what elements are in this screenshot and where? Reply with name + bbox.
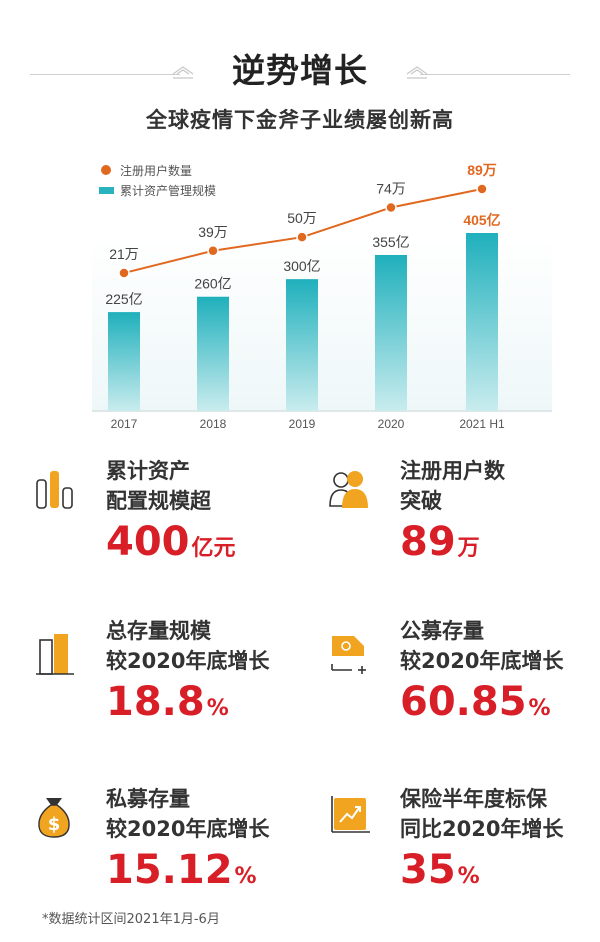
footnote: *数据统计区间2021年1月-6月 bbox=[42, 912, 220, 927]
stat-value: 89万 bbox=[400, 520, 480, 571]
legend-line-label: 注册用户数量 bbox=[120, 163, 192, 178]
stat-unit: % bbox=[457, 864, 480, 889]
stat-value: 35% bbox=[400, 848, 480, 899]
building-icon bbox=[34, 632, 80, 682]
stat-label: 保险半年度标保 bbox=[400, 787, 547, 811]
line-point bbox=[207, 245, 219, 257]
bar bbox=[466, 233, 498, 411]
line-point bbox=[476, 183, 488, 195]
stat-label: 突破 bbox=[400, 489, 442, 513]
bar bbox=[286, 279, 318, 411]
legend-bar-marker bbox=[99, 187, 114, 194]
stat-value: 60.85% bbox=[400, 680, 551, 731]
x-tick-label: 2019 bbox=[289, 417, 316, 431]
money-bag-icon: $ bbox=[34, 794, 80, 844]
stat-unit: % bbox=[528, 696, 551, 721]
fund-icon bbox=[328, 630, 374, 680]
stat-unit: % bbox=[206, 696, 229, 721]
bar-data-label: 355亿 bbox=[372, 234, 409, 250]
stat-number: 35 bbox=[400, 847, 456, 893]
bar bbox=[108, 312, 140, 411]
stat-label: 私募存量 bbox=[106, 787, 190, 811]
legend-line-marker bbox=[101, 165, 111, 175]
x-tick-label: 2021 H1 bbox=[459, 417, 505, 431]
bar-chart-icon bbox=[34, 466, 80, 516]
line-data-label: 89万 bbox=[467, 162, 497, 178]
title-divider-right bbox=[420, 74, 570, 75]
stat-label: 累计资产 bbox=[106, 459, 190, 483]
page-subtitle: 全球疫情下金斧子业绩屡创新高 bbox=[146, 108, 454, 132]
stat-unit: 万 bbox=[457, 536, 480, 561]
stat-label: 总存量规模 bbox=[106, 619, 211, 643]
stat-label: 较2020年底增长 bbox=[106, 817, 270, 841]
title-ornament-right-icon bbox=[406, 66, 428, 79]
title-divider-left bbox=[30, 74, 180, 75]
stat-number: 15.12 bbox=[106, 847, 233, 893]
users-icon bbox=[328, 466, 374, 516]
stat-value: 18.8% bbox=[106, 680, 229, 731]
stat-number: 89 bbox=[400, 519, 456, 565]
stat-label: 公募存量 bbox=[400, 619, 484, 643]
bar-data-label: 300亿 bbox=[283, 258, 320, 274]
stat-value: 400亿元 bbox=[106, 520, 236, 571]
legend-bar-label: 累计资产管理规模 bbox=[120, 183, 216, 198]
stat-number: 400 bbox=[106, 519, 190, 565]
stat-value: 15.12% bbox=[106, 848, 257, 899]
trend-icon bbox=[328, 792, 374, 842]
line-point bbox=[385, 201, 397, 214]
x-tick-label: 2017 bbox=[111, 417, 138, 431]
bar-data-label: 225亿 bbox=[105, 291, 142, 307]
stat-unit: 亿元 bbox=[191, 536, 236, 561]
bar-data-label: 260亿 bbox=[194, 276, 231, 292]
bar bbox=[375, 254, 407, 411]
line-data-label: 74万 bbox=[376, 181, 406, 197]
x-tick-label: 2020 bbox=[378, 417, 405, 431]
x-tick-label: 2018 bbox=[200, 417, 227, 431]
combo-chart: 注册用户数量 累计资产管理规模 225亿 2017 260亿 2018 300亿 2019… bbox=[92, 162, 552, 431]
stat-label: 同比2020年增长 bbox=[400, 817, 564, 841]
bar-data-label: 405亿 bbox=[463, 212, 500, 228]
line-data-label: 39万 bbox=[198, 224, 228, 240]
stat-label: 较2020年底增长 bbox=[106, 649, 270, 673]
line-data-label: 50万 bbox=[287, 210, 317, 226]
stat-label: 配置规模超 bbox=[106, 489, 211, 513]
svg-text:$: $ bbox=[48, 814, 61, 835]
bar bbox=[197, 296, 229, 411]
stat-number: 18.8 bbox=[106, 679, 205, 725]
line-data-label: 21万 bbox=[109, 246, 139, 262]
line-point bbox=[118, 267, 130, 279]
stat-number: 60.85 bbox=[400, 679, 527, 725]
page-title: 逆势增长 bbox=[232, 51, 368, 90]
stat-label: 注册用户数 bbox=[400, 459, 505, 483]
title-ornament-left-icon bbox=[172, 66, 194, 79]
line-point bbox=[296, 231, 308, 243]
stat-unit: % bbox=[234, 864, 257, 889]
stat-label: 较2020年底增长 bbox=[400, 649, 564, 673]
